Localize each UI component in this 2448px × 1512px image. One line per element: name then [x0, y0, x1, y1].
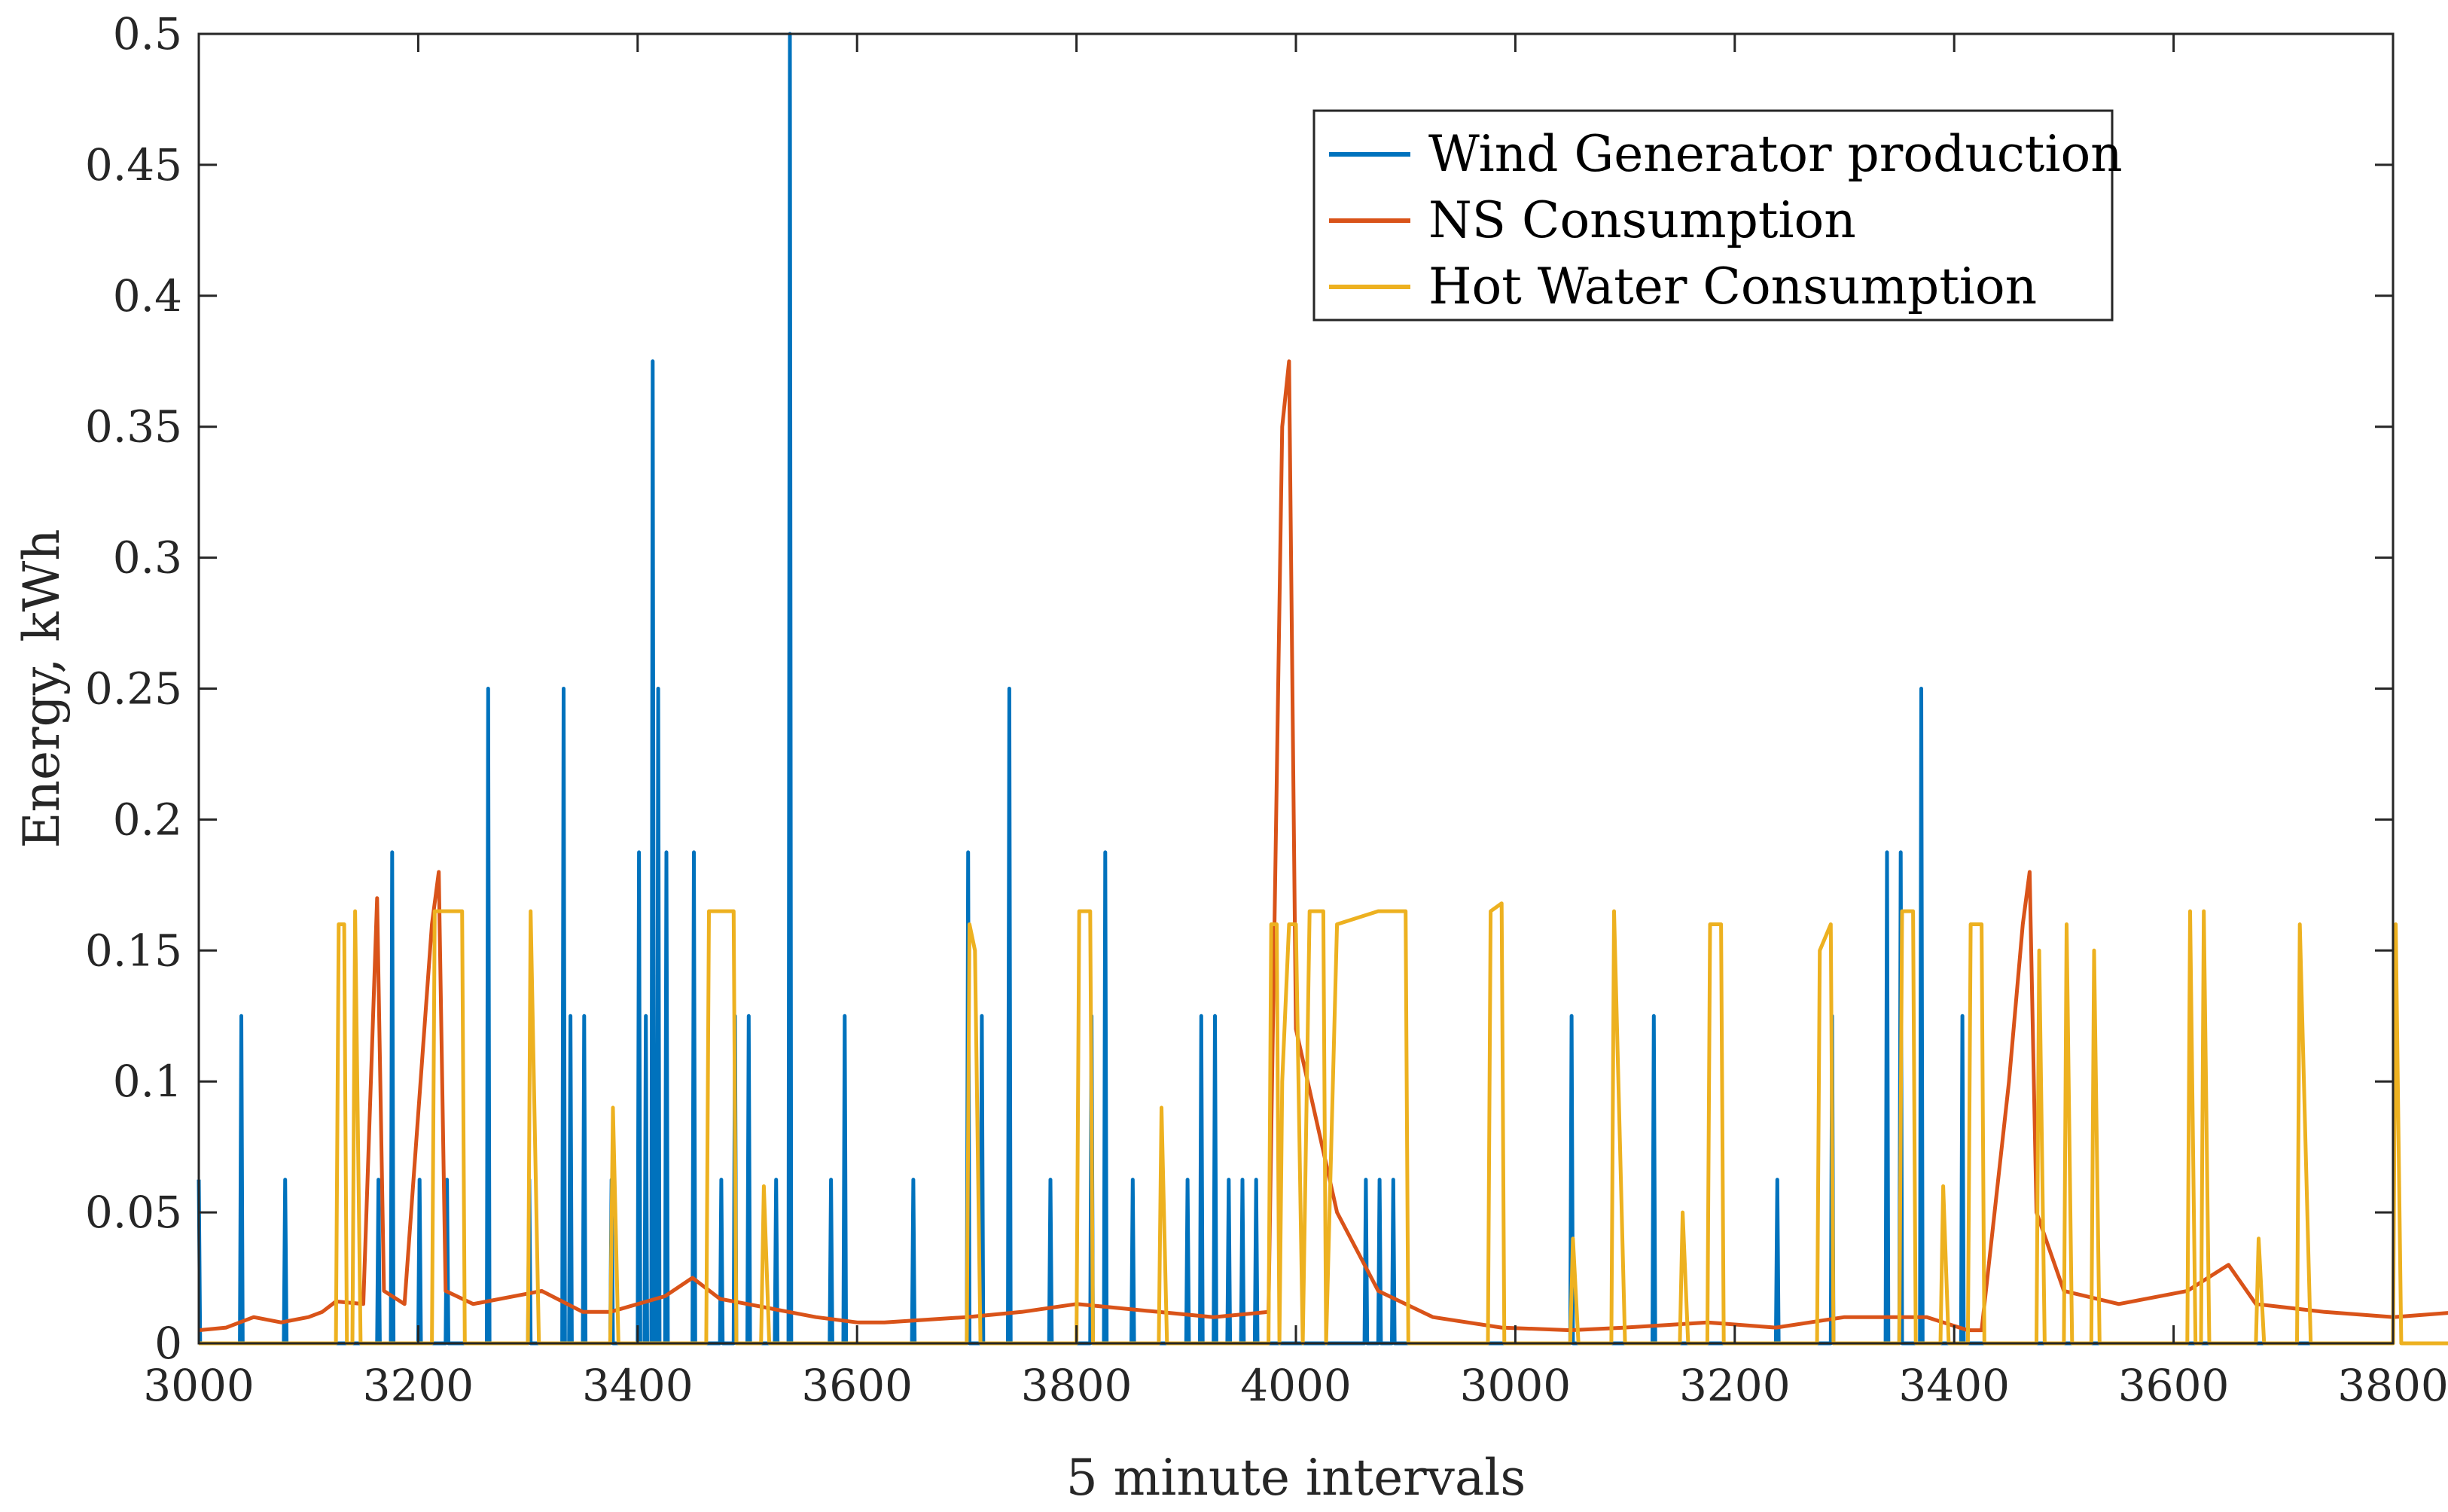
y-tick-label: 0.05 — [85, 1187, 182, 1238]
y-tick-label: 0.1 — [113, 1056, 182, 1107]
x-tick-label: 3800 — [1021, 1360, 1133, 1411]
legend-label-hotwater: Hot Water Consumption — [1428, 258, 2037, 316]
x-tick-label: 4000 — [1240, 1360, 1352, 1411]
x-tick-label: 3600 — [801, 1360, 913, 1411]
legend-label-ns: NS Consumption — [1428, 191, 1856, 249]
legend-label-wind: Wind Generator production — [1428, 125, 2123, 183]
y-tick-label: 0.2 — [113, 794, 182, 845]
y-tick-label: 0.5 — [113, 8, 182, 59]
axes-layer — [197, 32, 2395, 1345]
legend: Wind Generator production NS Consumption… — [1312, 109, 2123, 322]
series-ns-consumption — [198, 359, 2448, 1333]
y-tick-label: 0 — [154, 1318, 182, 1369]
x-tick-label: 3600 — [2118, 1360, 2230, 1411]
x-tick-label: 3000 — [1460, 1360, 1572, 1411]
y-axis-label: Energy, kWh — [13, 529, 71, 848]
x-tick-label: 3200 — [363, 1360, 474, 1411]
y-tick-label: 0.45 — [85, 139, 182, 191]
y-tick-label: 0.15 — [85, 925, 182, 976]
x-tick-label: 3800 — [2337, 1360, 2448, 1411]
x-tick-label: 3400 — [1898, 1360, 2010, 1411]
x-axis-label: 5 minute intervals — [1066, 1449, 1526, 1507]
legend-box — [1312, 109, 2114, 322]
x-tick-label: 3000 — [143, 1360, 255, 1411]
x-tick-label: 3200 — [1679, 1360, 1791, 1411]
series-hot-water — [199, 901, 2448, 1346]
y-tick-label: 0.35 — [85, 401, 182, 453]
x-tick-label: 3400 — [582, 1360, 694, 1411]
x-tick-labels: 3000 3200 3400 3600 3800 4000 3000 3200 3400 3600… — [143, 1360, 2448, 1411]
y-tick-labels: 0 0.05 0.1 0.15 0.2 0.25 0.3 0.35 0.4 0.45 0.5 — [85, 8, 182, 1369]
y-tick-label: 0.25 — [85, 663, 182, 715]
y-tick-label: 0.4 — [113, 270, 182, 322]
y-tick-label: 0.3 — [113, 532, 182, 584]
